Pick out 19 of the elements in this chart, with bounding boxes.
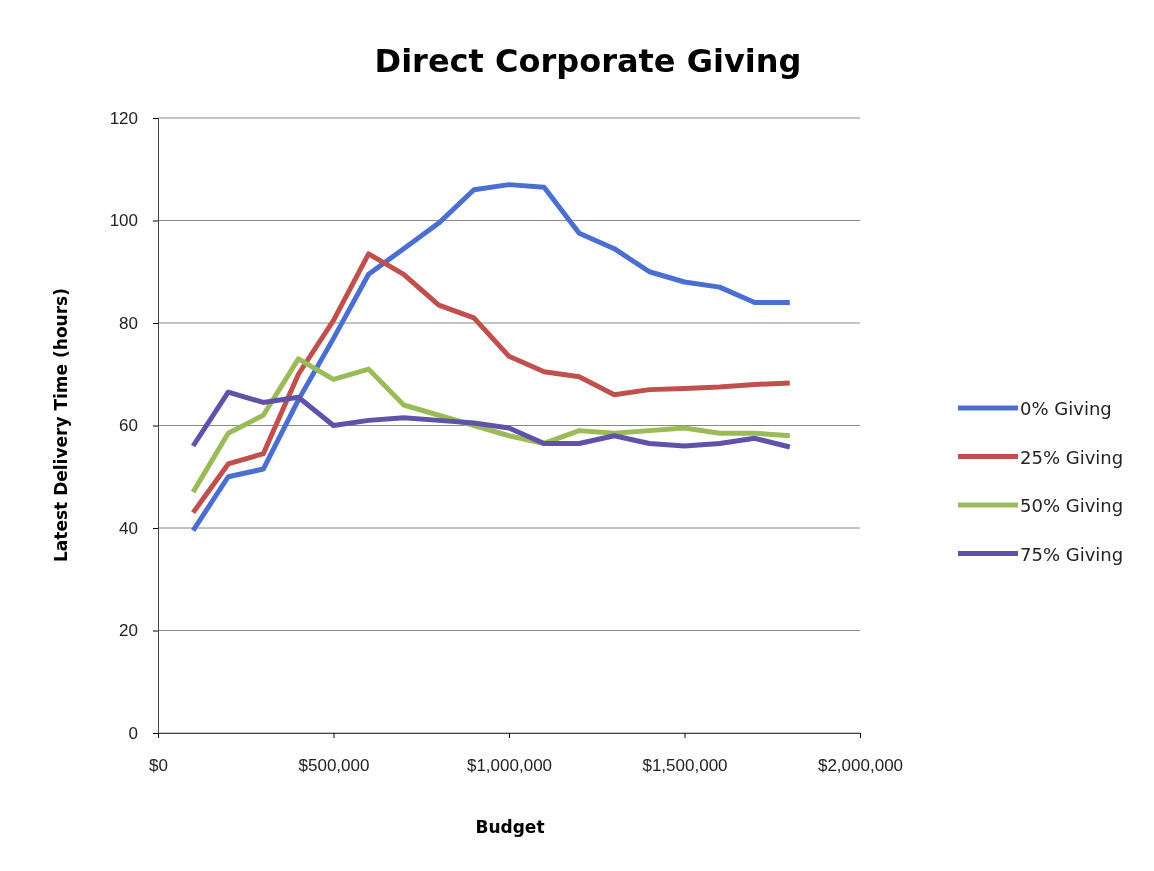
y-tick-label: 100 — [109, 211, 138, 231]
x-tick-label: $500,000 — [298, 756, 370, 775]
legend-label: 75% Giving — [1020, 543, 1124, 565]
y-tick-label: 60 — [119, 416, 138, 436]
x-axis-title: Budget — [475, 817, 545, 837]
y-tick-label: 120 — [109, 108, 138, 128]
legend-label: 50% Giving — [1020, 495, 1124, 516]
y-axis-title: Latest Delivery Time (hours) — [51, 288, 71, 562]
legend-label: 0% Giving — [1020, 398, 1112, 419]
y-tick-label: 40 — [119, 518, 138, 538]
y-tick-label: 80 — [119, 313, 138, 333]
chart-title: Direct Corporate Giving — [374, 42, 802, 80]
legend-label: 25% Giving — [1020, 446, 1124, 468]
y-tick-label: 0 — [128, 723, 138, 743]
x-tick-label: $0 — [149, 756, 168, 775]
x-tick-label: $1,500,000 — [642, 756, 728, 775]
y-tick-label: 20 — [119, 621, 138, 641]
x-tick-label: $2,000,000 — [817, 756, 904, 775]
x-tick-label: $1,000,000 — [466, 756, 553, 775]
